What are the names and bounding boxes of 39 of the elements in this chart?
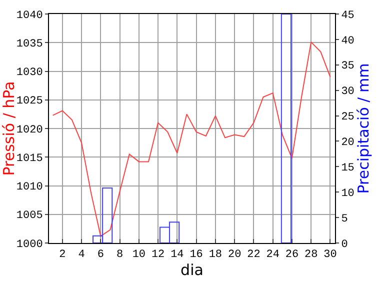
x-tick-label: 28 (304, 249, 318, 262)
y2-tick-label: 20 (341, 137, 354, 150)
bar (280, 14, 292, 243)
x-tick-label: 2 (59, 249, 66, 262)
y2-tick-label: 30 (341, 86, 354, 98)
y2-tick-label: 10 (341, 188, 354, 200)
y-tick-label: 1010 (16, 182, 43, 194)
y-tick-label: 1035 (16, 38, 43, 50)
x-tick-label: 12 (151, 249, 165, 262)
x-tick-label: 24 (266, 249, 280, 262)
y-tick-label: 1015 (16, 152, 43, 165)
y2-tick-label: 35 (341, 60, 354, 73)
y2-tick-label: 45 (341, 10, 354, 22)
x-axis-title: dia (180, 261, 204, 280)
x-tick-label: 18 (208, 249, 222, 262)
x-tick-label: 30 (324, 249, 337, 262)
x-tick-label: 10 (132, 249, 146, 262)
y2-tick-label: 25 (341, 112, 354, 124)
y-tick-label: 1040 (16, 10, 43, 22)
y2-tick-label: 5 (341, 213, 348, 226)
x-tick-label: 22 (247, 249, 260, 262)
y-axis-title: Pressió / hPa (0, 81, 18, 176)
y-tick-label: 1000 (16, 238, 43, 251)
x-tick-label: 20 (228, 249, 242, 262)
y2-tick-label: 0 (341, 238, 348, 251)
y-tick-label: 1025 (16, 96, 43, 108)
y-tick-label: 1030 (16, 67, 43, 80)
y-tick-label: 1020 (16, 124, 43, 136)
x-tick-label: 4 (78, 249, 86, 262)
x-tick-label: 26 (285, 249, 299, 262)
y-tick-label: 1005 (16, 210, 43, 222)
y2-axis-title: Precipitació / mm (354, 63, 372, 194)
x-tick-label: 6 (97, 249, 104, 262)
x-tick-label: 8 (116, 249, 124, 262)
line-series (52, 42, 331, 237)
y2-tick-label: 15 (341, 162, 354, 175)
y2-tick-label: 40 (341, 35, 354, 48)
x-tick-label: 16 (190, 249, 203, 262)
x-tick-label: 14 (170, 249, 184, 262)
